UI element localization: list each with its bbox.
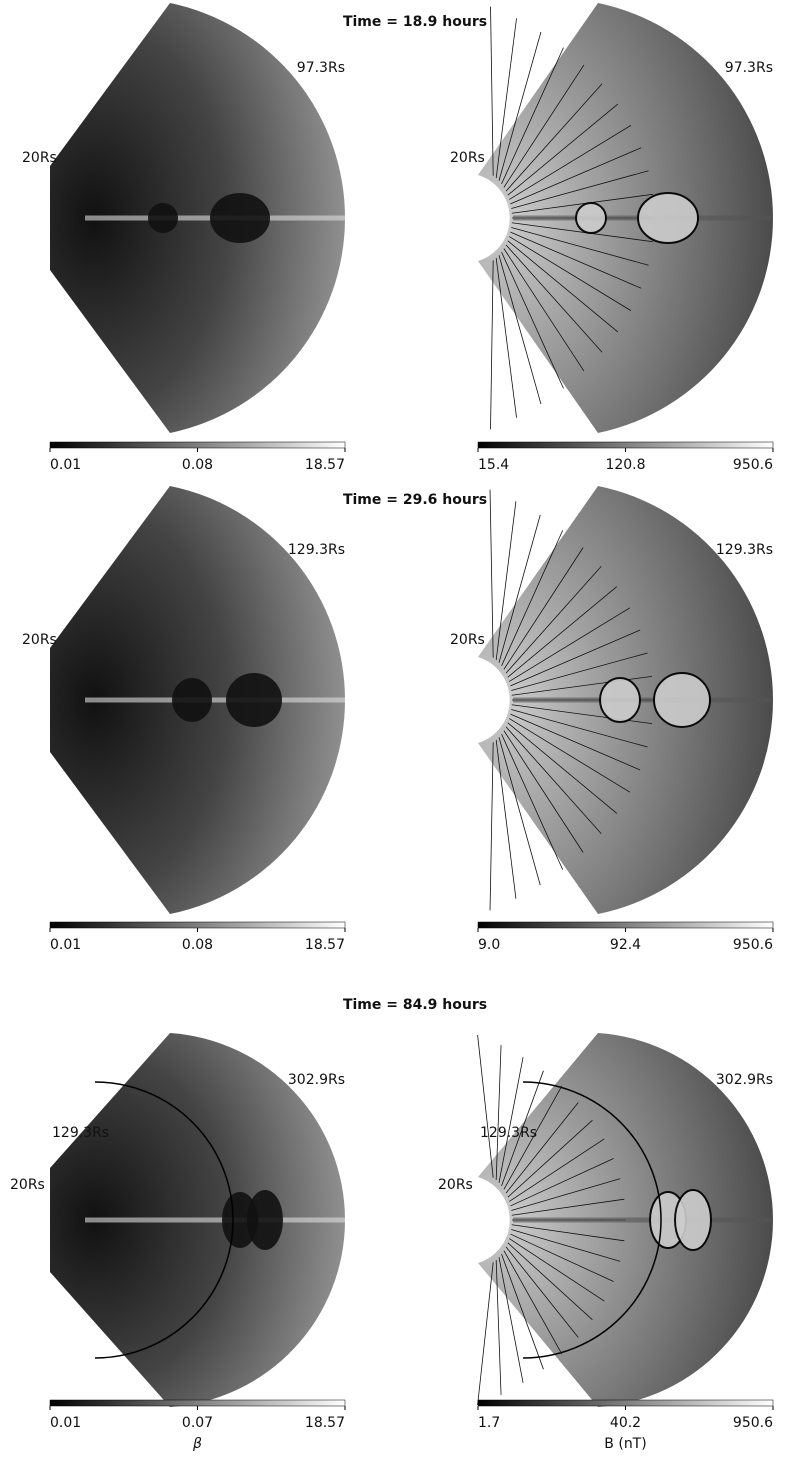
colorbar — [478, 442, 773, 448]
colorbar-label: 1.7 — [478, 1415, 500, 1431]
field-line — [478, 1035, 494, 1178]
colorbar — [50, 922, 345, 928]
field-line — [478, 1262, 494, 1405]
colorbar-title: β — [192, 1436, 202, 1452]
plasmoid — [226, 673, 282, 727]
colorbar-label: 18.57 — [305, 1415, 345, 1431]
colorbar-label: 92.4 — [610, 937, 641, 953]
field-line — [491, 7, 494, 176]
colorbar-label: 0.08 — [182, 937, 213, 953]
plasmoid — [638, 193, 698, 243]
inner-label: 20Rs — [450, 632, 485, 648]
colorbar-label: 120.8 — [605, 457, 645, 473]
colorbar-label: 950.6 — [733, 937, 773, 953]
plasmoid — [247, 1190, 283, 1250]
colorbar-label: 18.57 — [305, 937, 345, 953]
colorbar-title: B (nT) — [604, 1436, 646, 1452]
colorbar — [50, 1400, 345, 1406]
field-line — [490, 742, 493, 910]
plasmoid — [675, 1190, 711, 1250]
colorbar-label: 18.57 — [305, 457, 345, 473]
field-line — [490, 490, 493, 658]
panel — [50, 1033, 345, 1407]
colorbar-label: 40.2 — [610, 1415, 641, 1431]
outer-label: 97.3Rs — [297, 60, 345, 76]
colorbar-label: 0.01 — [50, 1415, 81, 1431]
plasmoid — [654, 673, 710, 727]
inner-label: 20Rs — [438, 1177, 473, 1193]
outer-label: 302.9Rs — [288, 1072, 345, 1088]
plasmoid — [600, 678, 640, 722]
colorbar-label: 15.4 — [478, 457, 509, 473]
plasmoid — [172, 678, 212, 722]
plasmoid — [148, 203, 178, 233]
outer-label: 129.3Rs — [288, 542, 345, 558]
time-title: Time = 84.9 hours — [343, 997, 487, 1013]
inner-label: 20Rs — [22, 150, 57, 166]
time-title: Time = 29.6 hours — [343, 492, 487, 508]
time-title: Time = 18.9 hours — [343, 14, 487, 30]
field-line — [491, 260, 494, 429]
inner-label: 20Rs — [10, 1177, 45, 1193]
outer-label: 302.9Rs — [716, 1072, 773, 1088]
colorbar — [50, 442, 345, 448]
outer-label: 97.3Rs — [725, 60, 773, 76]
colorbar — [478, 1400, 773, 1406]
colorbar-label: 0.08 — [182, 457, 213, 473]
inner-label: 20Rs — [22, 632, 57, 648]
figure: Time = 18.9 hours 97.3Rs 20Rs 0.01 0.08 18.57… — [0, 0, 798, 1459]
colorbar-label: 950.6 — [733, 457, 773, 473]
colorbar-label: 9.0 — [478, 937, 500, 953]
outer-label: 129.3Rs — [716, 542, 773, 558]
colorbar-label: 0.01 — [50, 937, 81, 953]
inner-label: 20Rs — [450, 150, 485, 166]
colorbar-label: 0.07 — [182, 1415, 213, 1431]
mid-label: 129.3Rs — [52, 1125, 109, 1141]
panel — [478, 1033, 773, 1407]
colorbar-label: 950.6 — [733, 1415, 773, 1431]
plasmoid — [210, 193, 270, 243]
mid-label: 129.3Rs — [480, 1125, 537, 1141]
colorbar — [478, 922, 773, 928]
colorbar-label: 0.01 — [50, 457, 81, 473]
plasmoid — [576, 203, 606, 233]
